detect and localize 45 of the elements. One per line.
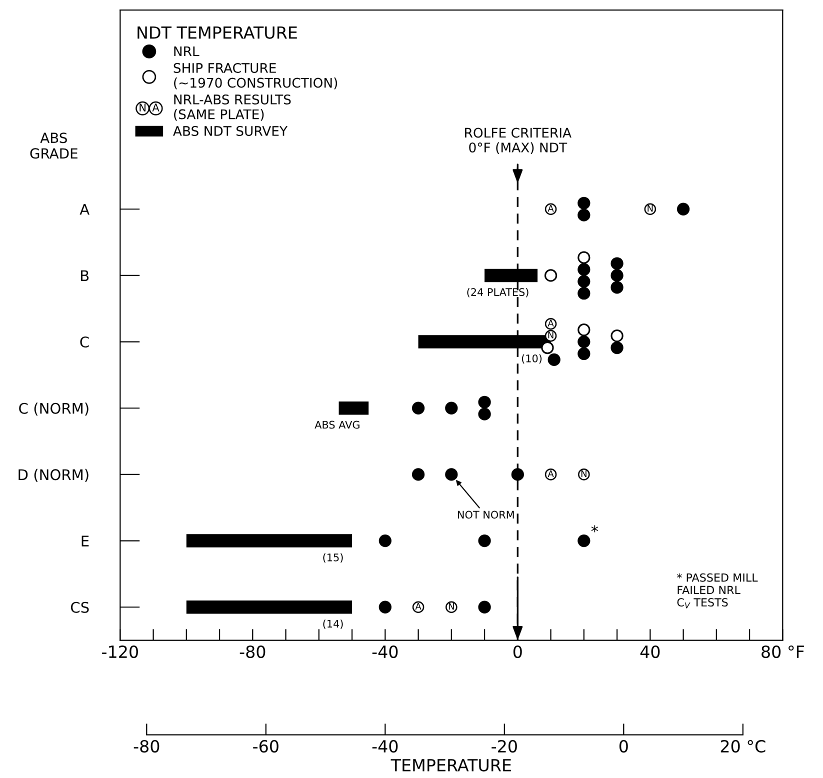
annotation: * PASSED MILL FAILED NRL C$_{V}$ TESTS (677, 573, 758, 608)
annotation: (24 PLATES) (467, 288, 528, 298)
text: N (140, 104, 146, 112)
data-label: N (448, 603, 454, 610)
x2-tick-label: 0 (619, 740, 628, 753)
legend-label: SHIP FRACTURE (~1970 CONSTRUCTION) (174, 62, 338, 90)
annotation: (10) (522, 354, 542, 364)
legend-label: NRL-ABS RESULTS (SAME PLATE) (174, 94, 291, 121)
x2-tick-label: -20 (492, 740, 517, 753)
y-tick-label: C (NORM) (19, 402, 88, 416)
category-label: A (152, 104, 160, 112)
x-tick-label: 0 (513, 645, 522, 658)
y-tick-label: CS (70, 602, 89, 613)
y-tick-label: B (81, 270, 89, 281)
data-label: N (548, 332, 554, 338)
annotation: (14) (323, 620, 343, 629)
annotation: (15) (323, 553, 343, 563)
x-tick-label: 40 (640, 645, 660, 658)
legend-label: ABS NDT SURVEY (173, 126, 288, 136)
y-axis-title: ABS GRADE (30, 132, 78, 159)
x-axis-title: TEMPERATURE (390, 759, 511, 772)
legend-title: NDT TEMPERATURE (138, 26, 297, 39)
data-label: N (581, 470, 586, 477)
y-tick-label: C (80, 336, 89, 348)
data-label: A (415, 603, 422, 610)
x-tick-label: -120 (102, 645, 138, 658)
y-tick-label: D (NORM) (18, 468, 88, 482)
x2-tick-label: -80 (134, 740, 160, 753)
y-tick-label: E (82, 536, 89, 546)
x2-tick-label: 20 °C (720, 740, 766, 753)
data-label: A (548, 470, 554, 477)
annotation: * (591, 525, 598, 532)
annotation: ABS AVG (314, 420, 360, 429)
ref-line-label: ROLFE CRITERIA 0°F (MAX) NDT (465, 128, 572, 154)
annotation: NOT NORM (458, 510, 514, 519)
data-label: N (648, 205, 653, 212)
x-tick-label: 80 °F (762, 645, 804, 658)
x-tick-label: -80 (240, 645, 266, 658)
legend-label: NRL (174, 46, 200, 56)
y-tick-label: A (80, 204, 90, 215)
data-label: A (548, 205, 554, 212)
x-tick-label: -40 (372, 645, 398, 658)
x2-tick-label: -40 (372, 740, 398, 753)
x2-tick-label: -60 (253, 740, 278, 753)
data-label: A (548, 320, 554, 326)
